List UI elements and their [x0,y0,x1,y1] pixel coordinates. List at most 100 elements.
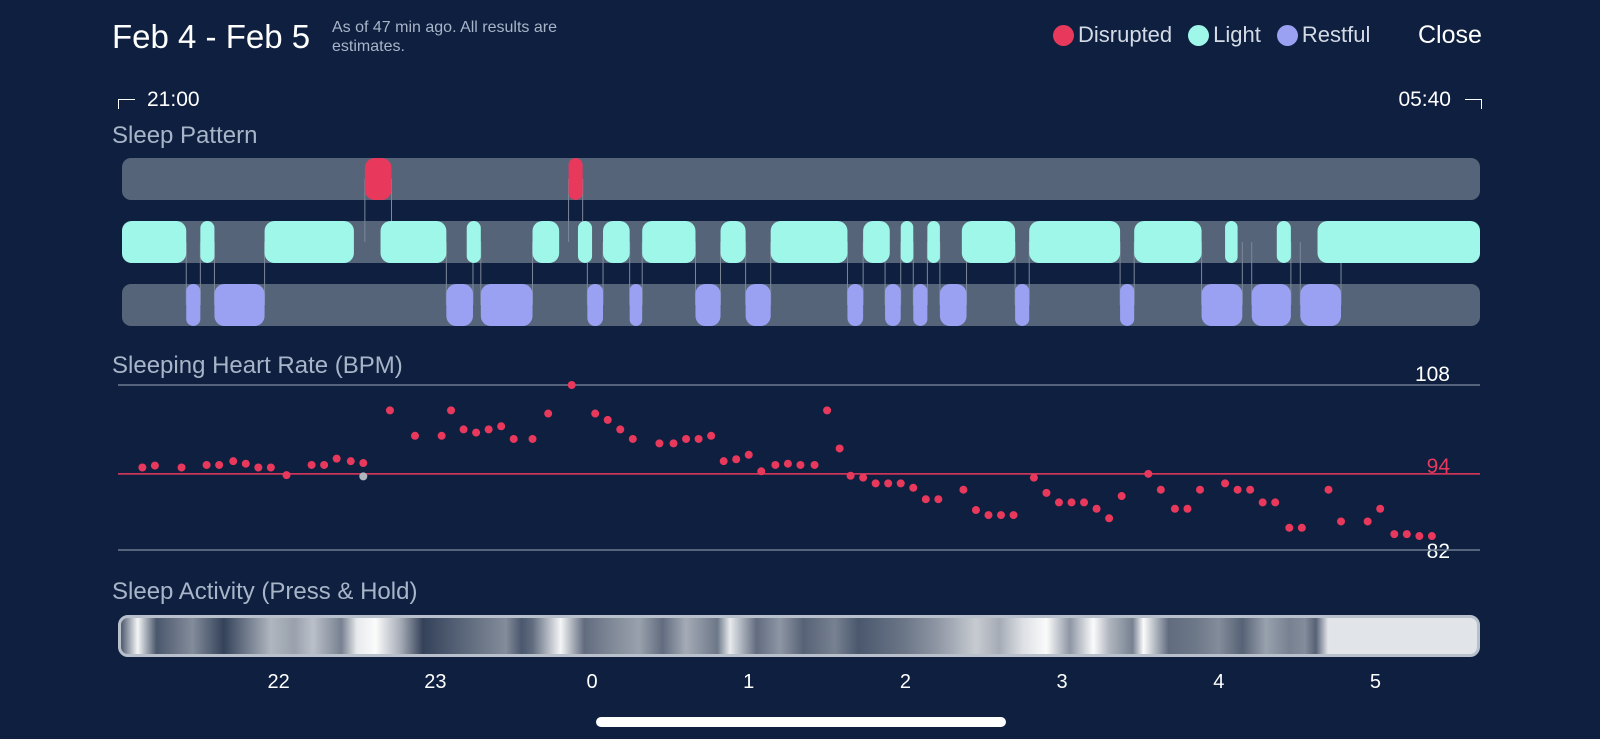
hr-point [959,485,968,494]
legend-item-restful: Restful [1276,22,1371,48]
hr-point [1170,504,1179,513]
hr-point [796,460,805,469]
hr-point [320,460,329,469]
close-button[interactable]: Close [1418,21,1482,49]
axis-tick-label: 4 [1213,671,1225,693]
sleep-pattern-chart[interactable] [0,155,1600,335]
axis-tick-label: 3 [1056,671,1068,693]
hr-point [544,409,553,418]
hr-point [909,483,918,492]
pattern-segment-light [122,221,187,263]
hr-point [437,431,446,440]
axis-tick-label: 0 [586,671,598,693]
pattern-segment-restful [695,284,721,326]
hr-point [138,463,147,472]
hr-point [744,450,753,459]
pattern-segment-restful [847,284,864,326]
pattern-segment-light [927,221,940,263]
hr-point [719,457,728,466]
hr-point [1258,498,1267,507]
pattern-segment-light [380,221,447,263]
pattern-segment-light [770,221,848,263]
pattern-segment-light [1317,221,1480,263]
hr-point [411,431,420,440]
hr-point [1337,517,1346,526]
pattern-segment-light [264,221,354,263]
hr-point [1402,530,1411,539]
disrupted-dot-icon [1053,24,1074,46]
hr-point [783,459,792,468]
pattern-segment-restful [480,284,533,326]
pattern-segment-restful [1300,284,1342,326]
hr-point [1156,485,1165,494]
hr-point [1183,504,1192,513]
axis-tick-label: 5 [1369,671,1382,693]
hr-point [682,434,691,443]
pattern-segment-light [1276,221,1291,263]
sleep-activity-bar[interactable] [118,615,1480,657]
hr-point [484,425,493,434]
hr-point [1105,514,1114,523]
hr-point [1363,517,1372,526]
hr-point [567,381,576,389]
pattern-segment-restful [629,284,643,326]
hr-point [997,511,1006,520]
hr-point [1233,485,1242,494]
hr-point [1427,532,1436,541]
sleep-activity-label: Sleep Activity (Press & Hold) [112,578,418,605]
hr-point [984,511,993,520]
hr-point [1390,530,1399,539]
pattern-segment-restful [1201,284,1243,326]
hr-point [1117,492,1126,501]
hr-point [1297,523,1306,532]
hr-point [1029,473,1038,482]
hr-point [459,425,468,434]
pattern-segment-restful [446,284,473,326]
hr-outlier-point [359,472,368,481]
home-indicator[interactable] [596,717,1006,727]
sleep-pattern-label: Sleep Pattern [112,122,258,149]
heart-rate-label: Sleeping Heart Rate (BPM) [112,352,403,379]
end-time-label: 05:40 [1398,88,1451,111]
pattern-segment-light [720,221,746,263]
hr-point [628,434,637,443]
hr-point [509,434,518,443]
hr-point [971,506,980,515]
hr-point [846,471,855,480]
legend-item-disrupted: Disrupted [1053,22,1172,48]
hr-point [359,459,368,468]
pattern-segment-light [900,221,914,263]
start-bracket-icon [118,99,135,109]
pattern-segment-restful [885,284,901,326]
hr-point [921,495,930,504]
hr-avg-label: 94 [1426,455,1450,478]
pattern-segment-light [466,221,481,263]
hr-point [1221,479,1230,488]
hr-point [202,460,211,469]
heart-rate-chart[interactable] [0,370,1600,570]
pattern-segment-light [603,221,630,263]
hr-point [616,425,625,434]
hr-point [528,434,537,443]
hr-point [1042,488,1051,497]
hr-point [669,439,678,448]
legend-item-light: Light [1188,22,1261,48]
hr-point [1092,504,1101,513]
hr-point [241,459,250,468]
hr-min-label: 82 [1426,540,1450,563]
legend: Disrupted Light Restful [1053,22,1386,48]
hr-point [591,409,600,418]
pattern-segment-restful [745,284,771,326]
pattern-segment-light [1225,221,1238,263]
end-time: 05:40 [1398,88,1482,112]
legend-label-restful: Restful [1301,22,1371,47]
end-bracket-icon [1465,99,1482,109]
hr-point [254,463,263,472]
pattern-segment-light [642,221,696,263]
hr-point [655,439,664,448]
hr-point [757,467,766,476]
hr-point [282,471,291,480]
axis-tick-label: 1 [743,671,755,693]
hr-point [871,479,880,488]
hr-point [1009,511,1018,520]
